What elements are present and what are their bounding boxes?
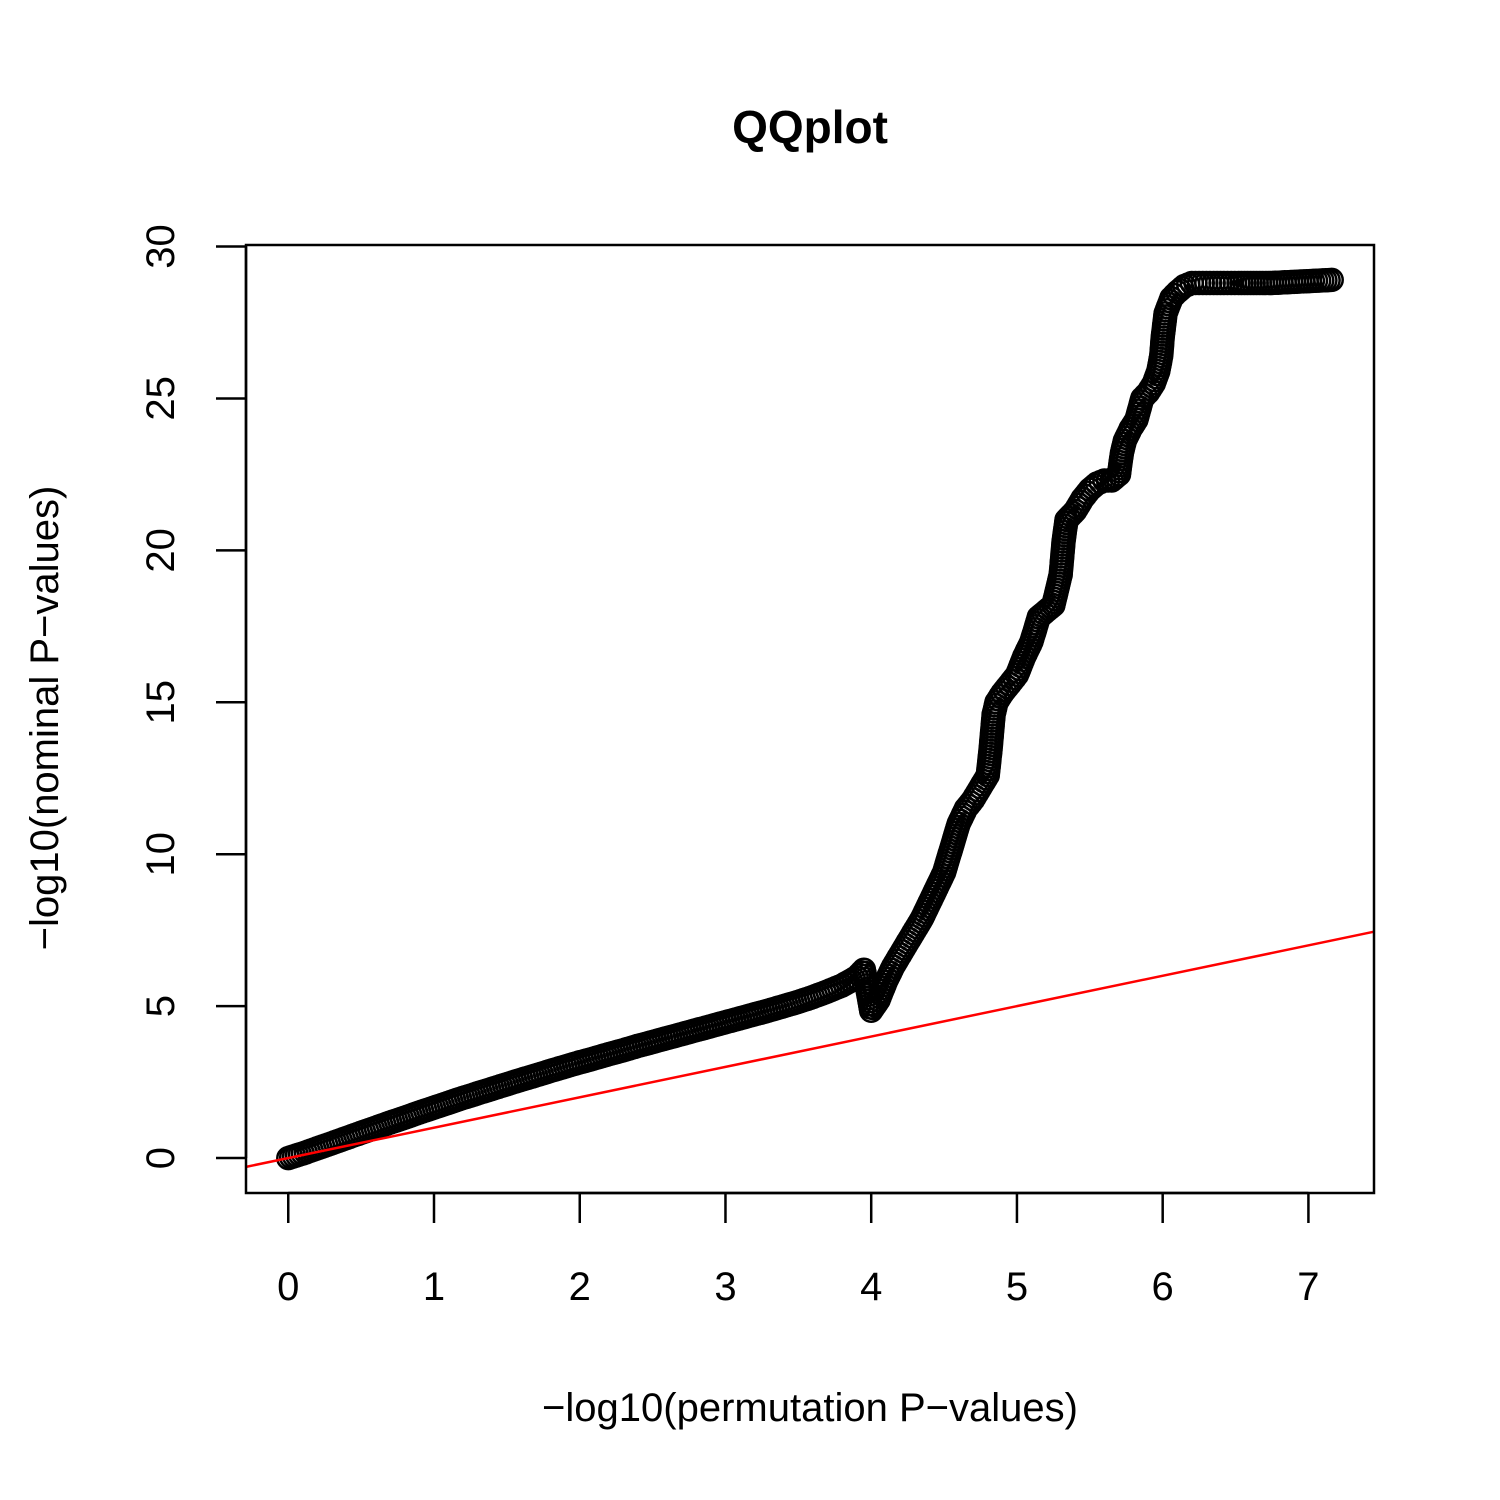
y-tick-label: 10 [139, 832, 183, 877]
points-layer [276, 267, 1344, 1171]
y-tick-label: 30 [139, 224, 183, 269]
x-tick-label: 2 [569, 1265, 591, 1309]
y-tick-label: 25 [139, 376, 183, 421]
x-tick-label: 5 [1006, 1265, 1028, 1309]
x-tick-label: 3 [714, 1265, 736, 1309]
y-tick-label: 5 [139, 995, 183, 1017]
x-axis-label: −log10(permutation P−values) [542, 1386, 1078, 1430]
x-tick-label: 0 [277, 1265, 299, 1309]
reference-line [245, 930, 1375, 1169]
y-axis: 0 5 10 15 20 25 30 [139, 224, 248, 1169]
x-axis: 0 1 2 3 4 5 6 7 [277, 1191, 1320, 1309]
data-point [1319, 267, 1344, 293]
y-tick-label: 15 [139, 680, 183, 725]
x-tick-label: 6 [1152, 1265, 1174, 1309]
x-tick-label: 4 [860, 1265, 882, 1309]
chart-title: QQplot [732, 101, 888, 153]
y-axis-label: −log10(nominal P−values) [23, 486, 67, 951]
y-tick-label: 20 [139, 528, 183, 573]
y-tick-label: 0 [139, 1147, 183, 1169]
x-tick-label: 7 [1297, 1265, 1319, 1309]
x-tick-label: 1 [423, 1265, 445, 1309]
